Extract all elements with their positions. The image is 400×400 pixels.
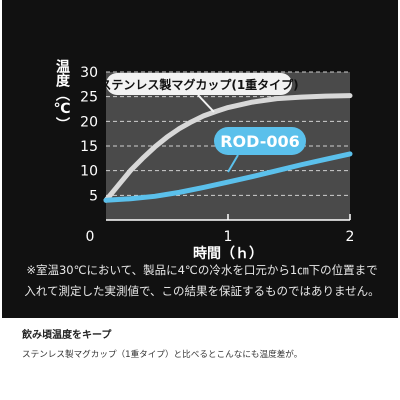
x-axis-label: 時間（ｈ）: [193, 245, 263, 262]
legend-rod-006-label: ROD-006: [220, 132, 300, 151]
y-tick-label: 10: [80, 164, 98, 180]
y-axis-label: 温度（℃）: [53, 59, 71, 131]
note-line-1: ※室温30℃において、製品に4℃の冷水を口元から1㎝下の位置まで: [26, 263, 378, 277]
caption-title: 飲み頃温度をキープ: [22, 330, 112, 341]
y-tick-label: 30: [80, 65, 98, 81]
y-tick-label: 5: [89, 188, 98, 204]
legend-stainless-mug-box: [106, 73, 292, 95]
x-tick-label: 1: [224, 229, 233, 245]
y-tick-label: 20: [80, 114, 98, 130]
legend-rod-006-box: [214, 127, 306, 155]
y-tick-label: 15: [80, 139, 98, 155]
temperature-chart: 5 10 15 20 25 30 0 1 2 温度（℃） 時間（ｈ） ステンレス製マグカップ(1重タイ…: [53, 59, 355, 262]
y-tick-label: 25: [80, 90, 98, 106]
legend-stainless-mug-label: ステンレス製マグカップ(1重タイプ): [99, 77, 298, 92]
series-line-stainless-mug: [103, 93, 353, 203]
series-line-rod-006: [103, 151, 353, 203]
legend-rod-006-pointer: [227, 154, 239, 173]
x-tick-label: 2: [346, 229, 355, 245]
chart-panel: 5 10 15 20 25 30 0 1 2 温度（℃） 時間（ｈ） ステンレス製マグカップ(1重タイ…: [2, 0, 398, 318]
x-tick-label: 0: [86, 229, 95, 245]
note-line-2: 入れて測定した実測値で、この結果を保証するものではありません。: [24, 284, 380, 298]
caption-body: ステンレス製マグカップ（1重タイプ）と比べるとこんなにも温度差が。: [22, 350, 303, 360]
legend-stainless-mug-pointer: [197, 94, 215, 113]
